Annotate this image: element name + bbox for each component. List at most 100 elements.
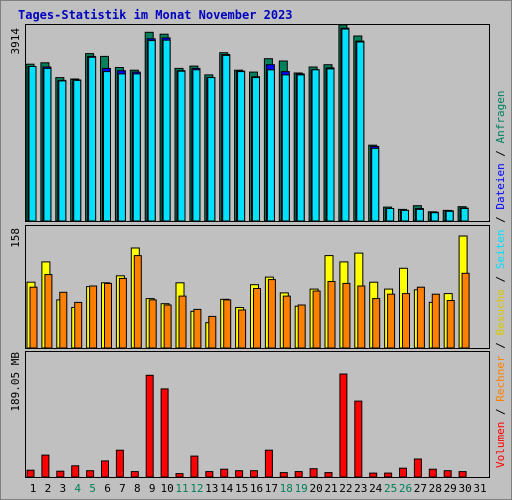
day-label-30: 30 (458, 482, 471, 495)
bottom-bar-volumen-day-21 (324, 472, 333, 478)
middle-bar-rechner-day-9 (148, 299, 157, 349)
legend-item-seiten: Seiten (494, 230, 507, 270)
bottom-bar-volumen-day-29 (443, 470, 452, 478)
top-bar-seiten-day-2 (43, 67, 52, 222)
middle-axis-max-label: 158 (9, 228, 22, 248)
middle-bar-rechner-day-21 (327, 281, 336, 349)
day-label-1: 1 (30, 482, 37, 495)
top-bar-seiten-day-30 (460, 208, 469, 222)
bottom-bar-volumen-day-25 (384, 472, 393, 478)
top-bar-seiten-day-13 (207, 77, 216, 222)
middle-bar-rechner-day-27 (416, 286, 425, 349)
top-bar-seiten-day-24 (371, 147, 380, 222)
top-bar-seiten-day-28 (430, 212, 439, 222)
top-bar-seiten-day-4 (73, 79, 82, 222)
bottom-bar-volumen-day-8 (130, 471, 139, 478)
legend-separator: / (494, 269, 507, 289)
top-bar-seiten-day-23 (356, 41, 365, 222)
bottom-bar-volumen-day-13 (205, 471, 214, 478)
top-bar-seiten-day-18 (281, 74, 290, 222)
top-bar-seiten-day-26 (401, 209, 409, 222)
top-axis-max-label: 3914 (9, 28, 22, 55)
day-label-7: 7 (119, 482, 126, 495)
day-label-20: 20 (309, 482, 322, 495)
middle-bar-rechner-day-17 (267, 279, 276, 349)
bottom-bar-volumen-day-17 (264, 449, 273, 478)
day-label-2: 2 (45, 482, 52, 495)
bottom-bar-volumen-day-27 (413, 458, 422, 478)
bottom-bar-volumen-day-30 (458, 471, 467, 478)
middle-bar-rechner-day-14 (223, 299, 232, 349)
day-label-4: 4 (74, 482, 81, 495)
day-label-31: 31 (473, 482, 486, 495)
day-label-22: 22 (339, 482, 352, 495)
bottom-bar-volumen-day-23 (354, 400, 363, 478)
legend-item-volumen: Volumen (494, 422, 507, 468)
bottom-bar-volumen-day-9 (145, 374, 154, 478)
bottom-bar-volumen-day-20 (309, 468, 318, 478)
middle-bar-rechner-day-18 (282, 295, 291, 349)
bottom-bar-volumen-day-2 (41, 454, 50, 478)
bottom-bar-volumen-day-15 (235, 470, 244, 478)
middle-bar-rechner-day-23 (357, 285, 366, 349)
top-bar-seiten-day-19 (296, 74, 305, 222)
bottom-bar-volumen-day-16 (250, 470, 258, 478)
legend-separator: / (494, 143, 507, 163)
top-bar-seiten-day-11 (177, 70, 186, 222)
bottom-bar-volumen-day-10 (160, 388, 169, 478)
middle-bar-rechner-day-19 (297, 304, 306, 349)
top-panel-bars (25, 24, 469, 222)
day-label-8: 8 (134, 482, 141, 495)
day-label-5: 5 (89, 482, 96, 495)
bottom-bar-volumen-day-11 (175, 473, 184, 478)
day-label-19: 19 (295, 482, 308, 495)
series-legend: Volumen / Rechner / Besuche / Seiten / D… (494, 90, 507, 468)
day-label-16: 16 (250, 482, 263, 495)
legend-item-rechner: Rechner (494, 355, 507, 402)
top-bar-seiten-day-9 (147, 40, 156, 222)
bottom-bar-volumen-day-24 (369, 472, 378, 478)
top-bar-seiten-day-29 (445, 210, 454, 222)
top-bar-seiten-day-5 (88, 56, 97, 222)
top-bar-seiten-day-8 (132, 73, 141, 222)
middle-bar-rechner-day-24 (372, 298, 381, 349)
legend-item-besuche: Besuche (494, 289, 507, 335)
legend-separator: / (494, 210, 507, 230)
day-label-21: 21 (324, 482, 337, 495)
top-bar-seiten-day-17 (266, 69, 275, 222)
middle-bar-rechner-day-7 (118, 277, 127, 349)
top-bar-seiten-day-21 (326, 68, 335, 222)
bottom-bar-volumen-day-5 (86, 470, 95, 478)
middle-bar-rechner-day-5 (89, 285, 98, 349)
legend-item-dateien: Dateien (494, 163, 507, 209)
bottom-bar-volumen-day-19 (294, 471, 303, 478)
top-bar-seiten-day-16 (252, 77, 260, 222)
top-bar-seiten-day-27 (415, 208, 424, 222)
day-label-12: 12 (190, 482, 203, 495)
bottom-bar-volumen-day-26 (399, 467, 407, 478)
top-bar-seiten-day-12 (192, 69, 201, 222)
middle-bar-rechner-day-13 (208, 315, 217, 349)
day-label-25: 25 (384, 482, 397, 495)
day-label-26: 26 (399, 482, 412, 495)
middle-bar-rechner-day-22 (342, 282, 351, 349)
bottom-bar-volumen-day-28 (428, 468, 437, 478)
middle-bar-rechner-day-16 (253, 288, 261, 349)
day-label-28: 28 (429, 482, 442, 495)
middle-bar-rechner-day-30 (461, 272, 470, 349)
middle-bar-rechner-day-10 (163, 304, 172, 349)
day-label-18: 18 (280, 482, 293, 495)
bottom-bar-volumen-day-6 (101, 460, 109, 478)
middle-bar-rechner-day-25 (387, 293, 396, 349)
middle-bar-rechner-day-4 (74, 301, 83, 349)
day-label-23: 23 (354, 482, 367, 495)
day-label-17: 17 (265, 482, 278, 495)
top-bar-seiten-day-7 (117, 73, 126, 222)
bottom-axis-max-label: 189.05 MB (9, 352, 22, 412)
middle-bar-rechner-day-6 (104, 282, 112, 349)
middle-bar-rechner-day-12 (193, 308, 202, 349)
top-bar-seiten-day-15 (237, 71, 246, 222)
bottom-bar-volumen-day-18 (279, 472, 288, 478)
top-bar-seiten-day-10 (162, 39, 171, 222)
